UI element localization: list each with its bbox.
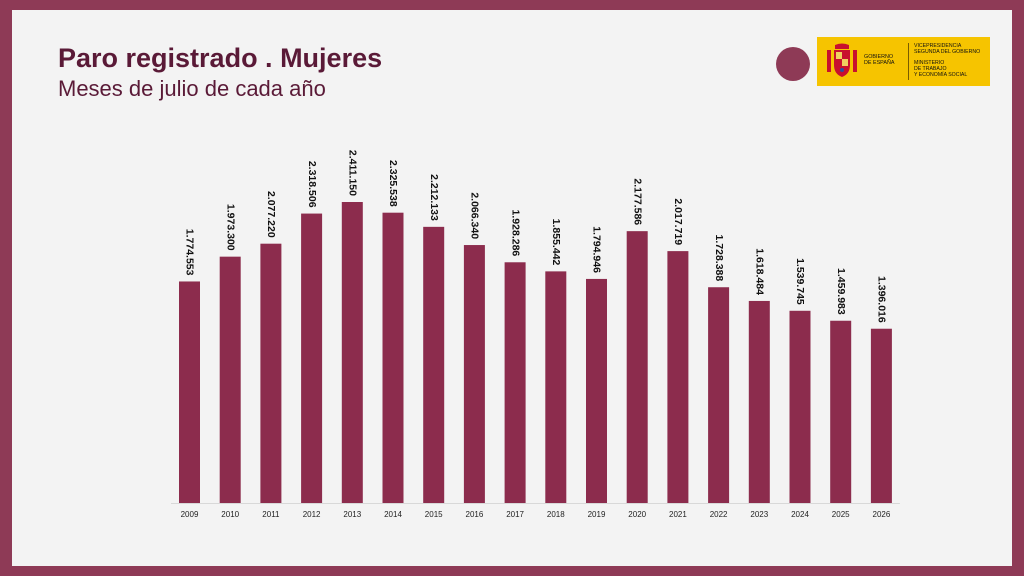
x-tick-label-2020: 2020: [628, 510, 646, 519]
x-tick-label-2011: 2011: [262, 510, 280, 519]
x-tick-label-2023: 2023: [750, 510, 768, 519]
value-label-2009: 1.774.553: [184, 229, 196, 276]
bar-2024: [789, 310, 811, 503]
chart-subtitle: Meses de julio de cada año: [58, 76, 326, 101]
x-tick-label-2024: 2024: [791, 510, 809, 519]
bar-chart: 1.774.553 2009 1.973.300 2010 2.077.220 2011 2…: [171, 150, 900, 519]
value-label-2018: 1.855.442: [550, 219, 562, 266]
value-label-2017: 1.928.286: [509, 210, 521, 257]
value-label-2025: 1.459.983: [835, 268, 847, 315]
value-label-2022: 1.728.388: [713, 235, 725, 282]
bar-2023: [748, 300, 770, 503]
bar-2021: [667, 251, 689, 503]
bar-2019: [586, 278, 607, 503]
x-tick-label-2022: 2022: [710, 510, 728, 519]
bar-2018: [545, 271, 567, 503]
value-label-2014: 2.325.538: [387, 160, 399, 207]
value-label-2026: 1.396.016: [876, 276, 888, 323]
value-label-2012: 2.318.506: [306, 161, 318, 208]
logo-ministerio-text: MINISTERIO DE TRABAJO Y ECONOMÍA SOCIAL: [914, 60, 968, 79]
decorative-circle: [776, 47, 810, 81]
value-label-2024: 1.539.745: [794, 258, 806, 305]
x-tick-label-2016: 2016: [466, 510, 484, 519]
x-tick-label-2015: 2015: [425, 510, 443, 519]
bar-2014: [382, 212, 404, 504]
bar-2011: [260, 243, 282, 504]
bar-2010: [219, 256, 241, 503]
bar-2012: [301, 213, 323, 503]
x-tick-label-2012: 2012: [303, 510, 321, 519]
value-label-2019: 1.794.946: [591, 226, 603, 273]
x-tick-label-2021: 2021: [669, 510, 687, 519]
bar-2013: [341, 202, 363, 503]
x-tick-label-2017: 2017: [506, 510, 524, 519]
value-label-2011: 2.077.220: [265, 191, 277, 238]
bar-2025: [830, 320, 852, 503]
x-tick-label-2009: 2009: [181, 510, 199, 519]
bar-2015: [423, 226, 445, 504]
x-tick-label-2014: 2014: [384, 510, 402, 519]
value-label-2021: 2.017.719: [672, 198, 684, 245]
chart-title: Paro registrado . Mujeres: [58, 43, 383, 73]
bar-2020: [626, 231, 648, 504]
value-label-2016: 2.066.340: [469, 192, 481, 239]
logo-gobierno-text: GOBIERNO DE ESPAÑA: [864, 54, 895, 67]
bar-2022: [708, 287, 730, 503]
bar-2026: [870, 328, 892, 503]
value-label-2013: 2.411.150: [347, 150, 359, 196]
value-label-2010: 1.973.300: [224, 204, 236, 251]
bar-2016: [463, 245, 485, 504]
x-tick-label-2026: 2026: [873, 510, 891, 519]
x-tick-label-2018: 2018: [547, 510, 565, 519]
bar-2009: [179, 281, 200, 503]
logo-vicepresidencia-text: VICEPRESIDENCIA SEGUNDA DEL GOBIERNO: [914, 43, 981, 56]
slide: Paro registrado . Mujeres Meses de julio…: [12, 10, 1012, 566]
value-label-2023: 1.618.484: [754, 248, 766, 295]
x-tick-label-2019: 2019: [588, 510, 606, 519]
x-tick-label-2025: 2025: [832, 510, 850, 519]
bar-2017: [504, 262, 526, 503]
government-logo: GOBIERNO DE ESPAÑA VICEPRESIDENCIA SEGUN…: [817, 37, 990, 86]
logo-divider: [908, 43, 909, 80]
x-tick-label-2010: 2010: [221, 510, 239, 519]
value-label-2020: 2.177.586: [631, 178, 643, 225]
coat-of-arms-icon: [827, 43, 857, 77]
x-tick-label-2013: 2013: [343, 510, 361, 519]
value-label-2015: 2.212.133: [428, 174, 440, 221]
